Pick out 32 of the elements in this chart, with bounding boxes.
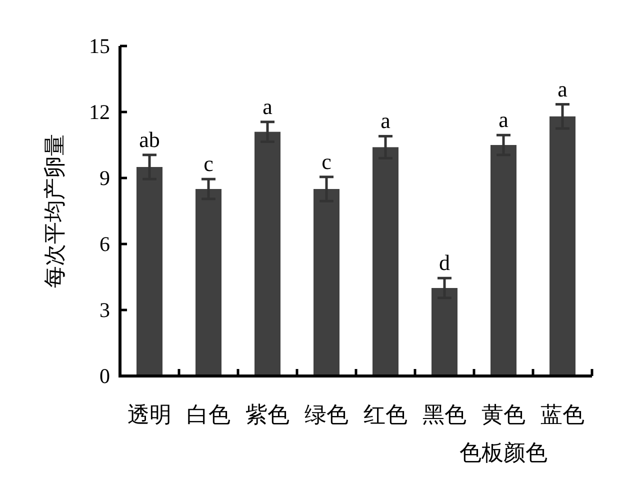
annotation: a	[498, 107, 509, 132]
x-tick-label: 黄色	[482, 402, 526, 427]
bar	[136, 167, 162, 376]
annotation: d	[439, 250, 450, 276]
y-tick-label: 12	[89, 100, 110, 124]
annotation: a	[380, 108, 391, 134]
x-tick-label: 黑色	[422, 402, 466, 427]
bar	[432, 288, 458, 376]
annotation: a	[558, 76, 568, 102]
x-tick-label: 紫色	[246, 402, 290, 427]
bar	[372, 147, 398, 376]
x-tick-label: 蓝色	[540, 402, 584, 427]
x-axis-title: 色板颜色	[460, 440, 548, 465]
annotation: c	[322, 148, 332, 174]
bar	[196, 189, 222, 376]
x-tick-label: 白色	[186, 402, 230, 427]
annotation: c	[204, 151, 214, 176]
bar	[314, 189, 340, 376]
y-tick-label: 15	[89, 34, 110, 58]
y-tick-label: 9	[100, 166, 110, 190]
x-tick-label: 绿色	[304, 402, 348, 427]
annotation: a	[262, 94, 273, 119]
annotation: ab	[139, 126, 160, 152]
bar	[490, 145, 516, 376]
bar	[550, 116, 576, 376]
x-tick-label: 透明	[128, 402, 172, 427]
y-axis-title: 每次平均产卵量	[42, 134, 67, 288]
y-tick-label: 0	[100, 364, 110, 388]
bar	[254, 132, 280, 376]
x-tick-label: 红色	[364, 402, 408, 427]
y-tick-label: 6	[100, 232, 110, 256]
y-tick-label: 3	[100, 298, 110, 322]
